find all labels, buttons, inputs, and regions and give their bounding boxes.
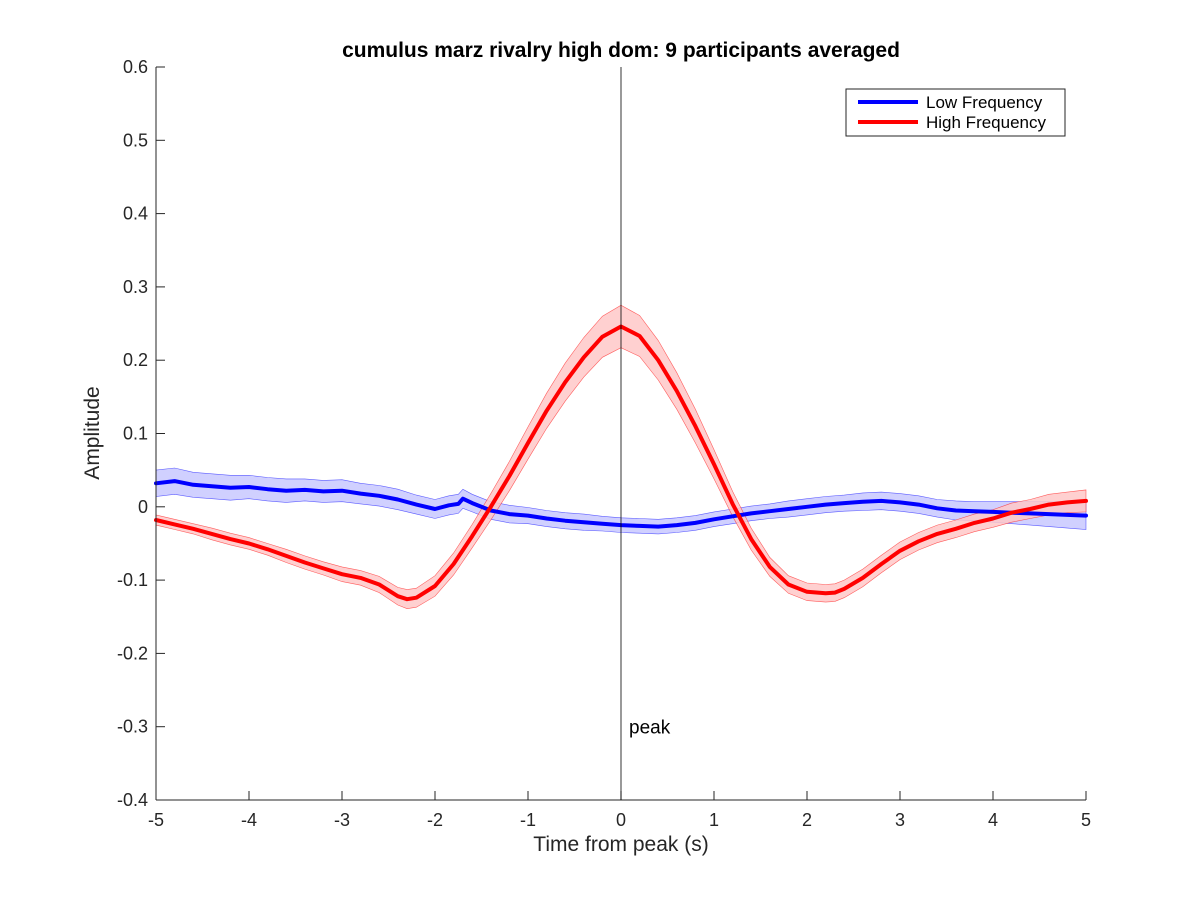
high-frequency-error-band (155, 304, 1087, 610)
low-frequency-line (154, 479, 1088, 529)
x-axis-label: Time from peak (s) (533, 833, 708, 856)
x-tick-label: -3 (334, 810, 350, 830)
y-tick-label: -0.1 (117, 570, 148, 590)
legend-label-low-frequency: Low Frequency (926, 93, 1043, 112)
x-tick-label: 1 (709, 810, 719, 830)
x-tick-label: -1 (520, 810, 536, 830)
chart-title: cumulus marz rivalry high dom: 9 partici… (342, 39, 900, 62)
x-tick-label: -2 (427, 810, 443, 830)
peak-annotation: peak (629, 718, 671, 739)
axes: -5 -4 -3 -2 -1 0 1 2 3 4 5 -0.4 -0.3 -0.2 -0.1 0 0.1 0.2 0… (117, 57, 1091, 830)
y-tick-label: -0.2 (117, 643, 148, 663)
y-tick-label: 0 (138, 497, 148, 517)
x-tick-label: -4 (241, 810, 257, 830)
y-tick-label: 0.3 (123, 277, 148, 297)
y-tick-label: 0.1 (123, 424, 148, 444)
x-tick-label: 5 (1081, 810, 1091, 830)
x-tick-label: 0 (616, 810, 626, 830)
y-tick-label: -0.3 (117, 717, 148, 737)
y-tick-label: -0.4 (117, 790, 148, 810)
x-tick-label: -5 (148, 810, 164, 830)
legend-label-high-frequency: High Frequency (926, 113, 1047, 132)
y-tick-label: 0.4 (123, 204, 148, 224)
x-tick-label: 3 (895, 810, 905, 830)
y-axis-label: Amplitude (81, 386, 104, 479)
y-tick-label: 0.6 (123, 57, 148, 77)
legend-box (845, 88, 1066, 137)
x-tick-label: 4 (988, 810, 998, 830)
y-tick-label: 0.2 (123, 350, 148, 370)
y-tick-label: 0.5 (123, 130, 148, 150)
x-tick-label: 2 (802, 810, 812, 830)
